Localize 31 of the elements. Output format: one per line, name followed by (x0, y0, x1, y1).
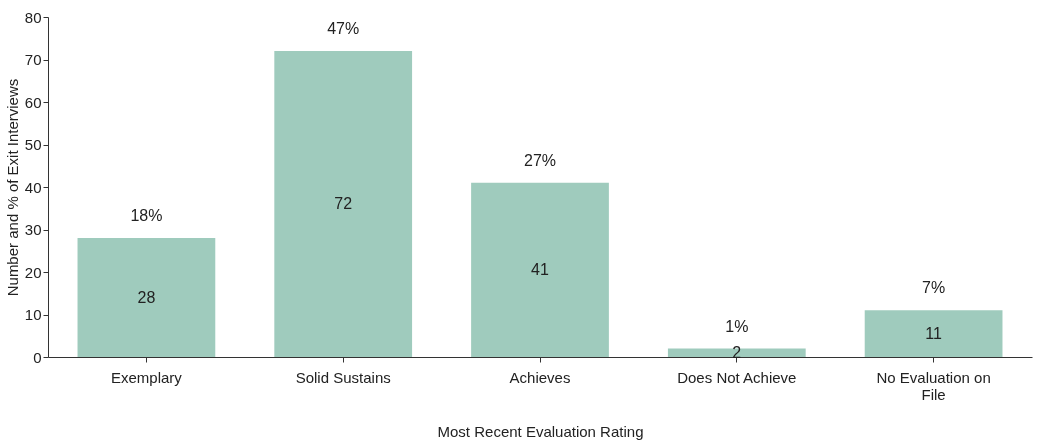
x-tick-label: No Evaluation on File (876, 368, 991, 403)
y-axis-title: Number and % of Exit Interviews (3, 78, 21, 297)
y-tick-label: 10 (24, 306, 42, 323)
x-tick-label: Solid Sustains (295, 368, 391, 386)
bar (77, 238, 216, 357)
y-tick-label: 50 (24, 136, 42, 153)
y-tick-label: 80 (24, 8, 42, 26)
x-tick-label: Exemplary (110, 368, 183, 386)
data-label: 2 (732, 343, 742, 361)
annotation: 1% (725, 317, 749, 335)
annotation: 18% (130, 207, 163, 224)
bar (864, 310, 1003, 357)
data-label: 72 (334, 195, 353, 212)
y-tick-label: 30 (24, 221, 42, 238)
y-tick-label: 0 (33, 348, 42, 366)
annotation: 47% (327, 20, 360, 37)
y-tick-label: 40 (24, 178, 42, 196)
annotation: 27% (523, 151, 557, 169)
y-tick-label: 60 (24, 93, 42, 111)
annotation: 7% (922, 279, 946, 297)
data-label: 41 (531, 260, 549, 278)
x-tick-label: Achieves (509, 368, 571, 386)
bar (667, 348, 806, 357)
x-axis-title: Most Recent Evaluation Rating (437, 422, 644, 440)
bar (274, 51, 413, 357)
data-label: 28 (137, 288, 156, 306)
x-tick-label: Does Not Achieve (677, 368, 797, 386)
bar (471, 182, 609, 357)
data-label: 11 (925, 324, 943, 342)
y-tick-label: 20 (24, 263, 42, 281)
y-tick-label: 70 (24, 51, 42, 68)
